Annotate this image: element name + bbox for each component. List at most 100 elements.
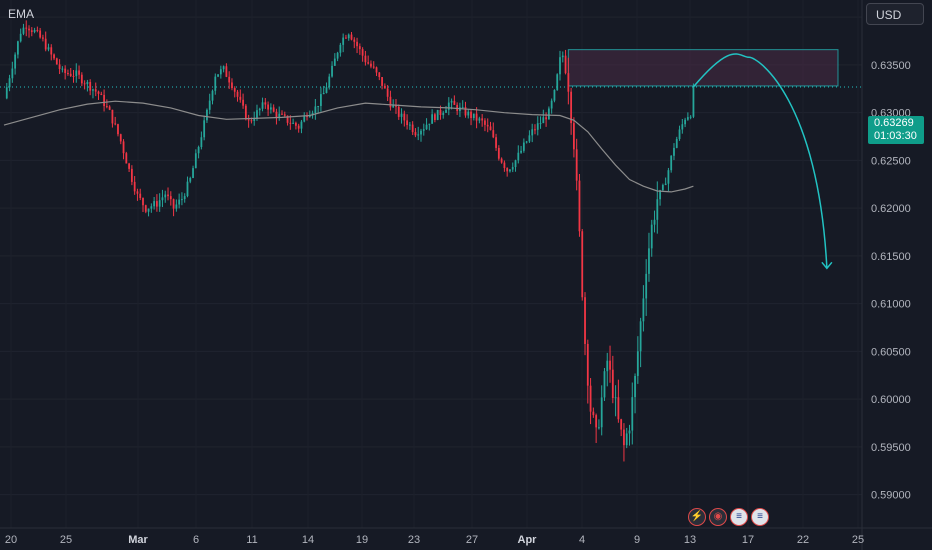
candle-body	[5, 87, 8, 99]
candle-body	[442, 112, 445, 116]
candle-body	[408, 124, 411, 126]
candle-body	[625, 433, 628, 446]
x-tick-label: 25	[60, 534, 72, 546]
candle-body	[114, 123, 117, 125]
x-tick-label: 14	[302, 534, 314, 546]
x-tick-label: 4	[579, 534, 585, 546]
candle-body	[445, 109, 447, 113]
candle-body	[33, 30, 36, 32]
candle-body	[219, 69, 222, 75]
candle-body	[94, 89, 97, 92]
candle-body	[664, 183, 667, 185]
candle-body	[517, 152, 520, 161]
candle-body	[573, 123, 575, 150]
candle-body	[295, 122, 297, 126]
candle-body	[364, 55, 367, 63]
candle-body	[130, 168, 133, 182]
candle-body	[428, 123, 431, 125]
candle-body	[336, 52, 339, 59]
candle-body	[598, 427, 600, 429]
us-flag-icon[interactable]: ≡	[751, 508, 769, 526]
candle-body	[620, 419, 623, 430]
candle-body	[328, 76, 331, 88]
candle-body	[103, 94, 105, 107]
candle-body	[133, 181, 136, 192]
candle-body	[556, 74, 559, 90]
candle-body	[570, 91, 573, 124]
indicator-label[interactable]: EMA	[8, 7, 35, 21]
candle-body	[89, 81, 92, 91]
candle-body	[586, 343, 589, 386]
candle-body	[325, 87, 328, 93]
candle-body	[278, 113, 281, 118]
candle-body	[333, 58, 336, 66]
x-tick-label: 9	[634, 534, 640, 546]
candle-body	[584, 297, 586, 344]
candle-body	[189, 177, 192, 182]
candle-body	[186, 181, 189, 197]
candle-body	[108, 106, 111, 110]
candle-body	[497, 147, 500, 159]
x-tick-label: Mar	[128, 534, 148, 546]
candle-body	[286, 115, 289, 123]
candle-body	[534, 129, 536, 131]
candle-body	[197, 147, 200, 154]
candle-body	[550, 100, 553, 109]
candle-body	[269, 107, 272, 110]
candle-body	[559, 57, 561, 75]
candle-body	[392, 105, 395, 108]
candle-body	[14, 54, 17, 69]
candle-body	[370, 63, 372, 67]
candle-body	[406, 120, 408, 126]
candle-body	[381, 77, 383, 86]
candle-body	[264, 102, 267, 105]
candle-body	[578, 180, 581, 232]
lightning-icon[interactable]: ⚡	[688, 508, 706, 526]
candle-body	[492, 130, 495, 138]
last-price-tag: 0.63269 01:03:30	[868, 116, 924, 144]
x-tick-label: 23	[408, 534, 420, 546]
us-flag-icon[interactable]: ≡	[730, 508, 748, 526]
candle-body	[105, 106, 108, 108]
candle-body	[386, 88, 389, 97]
candle-body	[495, 137, 497, 148]
candle-body	[44, 38, 47, 50]
candle-body	[19, 33, 22, 42]
candle-body	[331, 65, 333, 77]
candle-body	[425, 124, 428, 130]
candle-body	[322, 92, 325, 95]
candle-body	[289, 122, 292, 124]
candle-body	[206, 109, 208, 121]
economic-events[interactable]: ⚡ ◉ ≡ ≡	[688, 508, 769, 528]
candle-body	[389, 96, 392, 108]
candle-body	[539, 123, 542, 125]
candle-body	[422, 129, 425, 131]
candle-body	[8, 78, 11, 88]
candle-body	[472, 113, 475, 118]
candle-body	[261, 102, 264, 109]
candle-body	[317, 105, 320, 107]
candle-body	[367, 62, 370, 64]
candle-body	[675, 139, 678, 148]
time-axis[interactable]: 20 25 Mar 6 11 14 19 23 27 Apr 4 9 13 17 22 25	[5, 534, 864, 546]
currency-selector[interactable]: USD	[866, 3, 924, 25]
candle-body	[228, 76, 231, 83]
x-tick-label: 19	[356, 534, 368, 546]
candle-body	[225, 66, 228, 77]
x-tick-label: 27	[466, 534, 478, 546]
price-axis[interactable]: 0.640000.635000.630000.625000.620000.615…	[871, 12, 911, 501]
candle-body	[308, 115, 311, 117]
candle-body	[509, 169, 511, 172]
candle-body	[623, 429, 625, 446]
candle-body	[50, 47, 53, 55]
candle-body	[72, 75, 75, 77]
globe-icon[interactable]: ◉	[709, 508, 727, 526]
x-tick-label: 22	[797, 534, 809, 546]
candle-body	[222, 66, 225, 70]
candle-body	[119, 134, 122, 142]
candle-body	[475, 113, 478, 121]
x-tick-label: Apr	[518, 534, 538, 546]
candle-body	[233, 88, 236, 92]
candle-body	[420, 130, 422, 135]
